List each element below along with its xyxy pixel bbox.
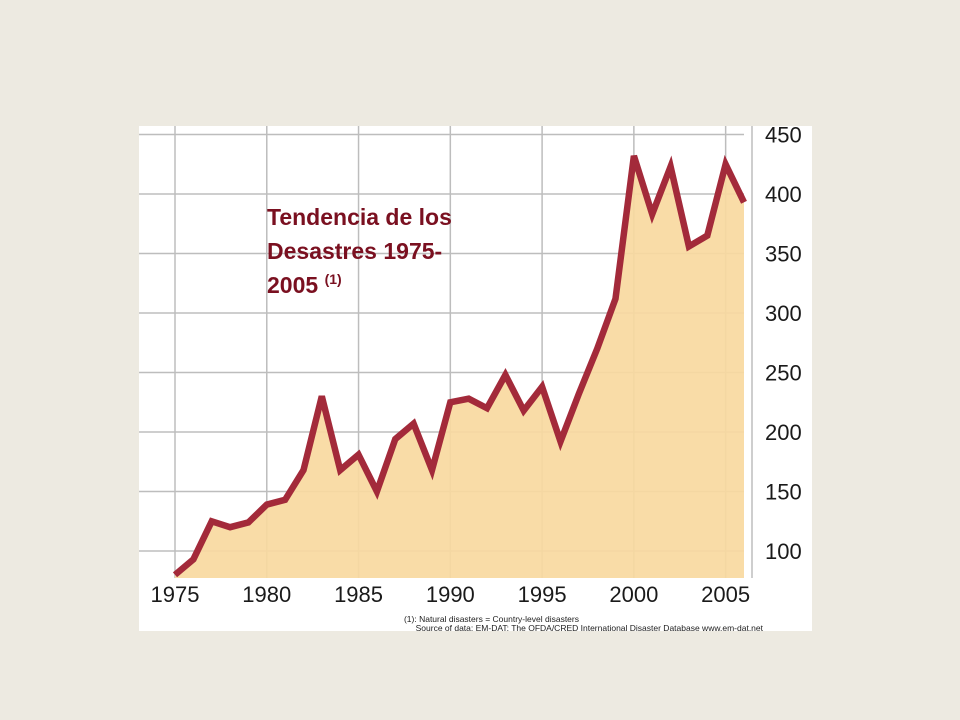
x-tick-label: 1975: [151, 582, 200, 607]
title-line-1: Tendencia de los: [267, 204, 452, 230]
title-year: 2005: [267, 272, 319, 298]
y-tick-label: 150: [765, 480, 802, 505]
y-tick-label: 450: [765, 126, 802, 148]
y-tick-label: 100: [765, 539, 802, 564]
footnote: (1): Natural disasters = Country-level d…: [404, 614, 579, 624]
y-tick-label: 300: [765, 301, 802, 326]
title-superscript: (1): [324, 271, 342, 287]
y-tick-label: 350: [765, 242, 802, 267]
x-tick-label: 2000: [609, 582, 658, 607]
y-tick-labels: 100 150 200 250 300 350 400 450: [765, 126, 802, 564]
data-line: [172, 154, 747, 578]
title-line-3: 2005 (1): [267, 268, 527, 302]
x-tick-labels: 1975 1980 1985 1990 1995 2000 2005: [151, 582, 751, 607]
title-line-2: Desastres 1975-: [267, 238, 443, 264]
y-tick-label: 400: [765, 182, 802, 207]
x-tick-label: 2005: [701, 582, 750, 607]
x-tick-label: 1985: [334, 582, 383, 607]
source-note: Source of data: EM-DAT: The OFDA/CRED In…: [416, 623, 764, 631]
chart-panel: 100 150 200 250 300 350 400 450 1975 1980 1985 199…: [139, 126, 812, 631]
data-area: [175, 155, 744, 578]
y-tick-label: 250: [765, 361, 802, 386]
y-tick-label: 200: [765, 420, 802, 445]
chart-title: Tendencia de los Desastres 1975- 2005 (1…: [267, 200, 527, 302]
x-tick-label: 1980: [242, 582, 291, 607]
x-tick-label: 1990: [426, 582, 475, 607]
disaster-trend-chart: 100 150 200 250 300 350 400 450 1975 1980 1985 199…: [139, 126, 802, 631]
x-tick-label: 1995: [518, 582, 567, 607]
